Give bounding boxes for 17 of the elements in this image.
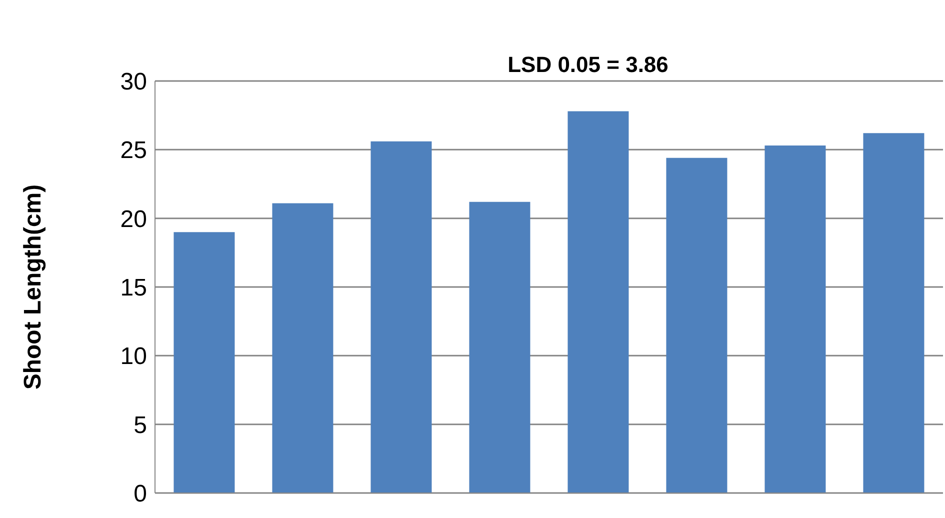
bar	[666, 158, 728, 493]
bar	[174, 232, 235, 493]
bar	[469, 202, 530, 493]
y-tick-label: 20	[120, 206, 147, 233]
bar	[764, 146, 826, 493]
bar	[568, 111, 629, 493]
y-tick-label: 10	[120, 343, 147, 370]
bar	[370, 141, 432, 493]
y-tick-label: 5	[134, 412, 147, 439]
y-tick-label: 0	[134, 480, 147, 508]
chart-title: LSD 0.05 = 3.86	[506, 52, 670, 78]
bar	[272, 203, 334, 493]
y-axis-title: Shoot Length(cm)	[20, 184, 47, 390]
y-tick-label: 15	[120, 274, 147, 302]
y-tick-label: 30	[120, 68, 147, 96]
y-tick-label: 25	[120, 137, 147, 164]
bar	[863, 133, 924, 493]
